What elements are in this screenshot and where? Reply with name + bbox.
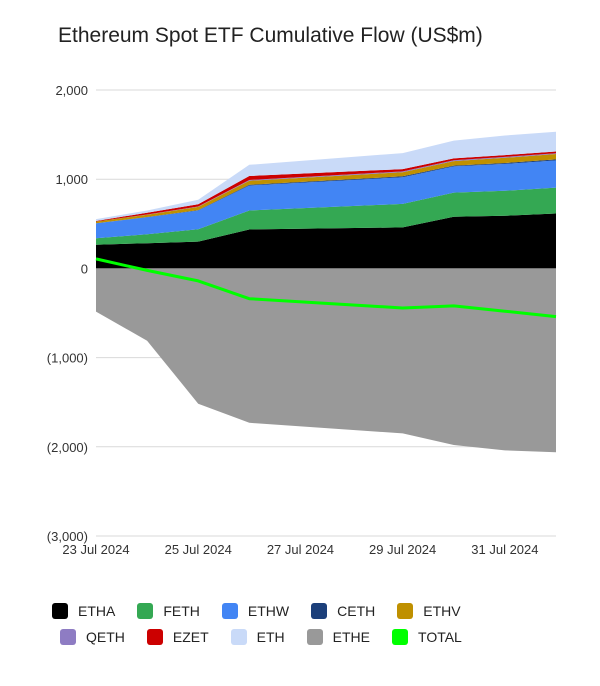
y-tick-label: (1,000) [47,351,88,366]
legend-item-eth: ETH [230,629,285,645]
legend-label: ETHA [78,603,116,619]
legend-swatch [137,603,154,619]
x-tick-label: 23 Jul 2024 [62,542,129,557]
x-tick-label: 29 Jul 2024 [369,542,436,557]
legend-label: ETHE [332,629,371,645]
legend-label: ETHV [423,603,461,619]
area-feth [96,187,556,245]
legend: ETHA FETH ETHW CETH ETHV QETH EZET ETH ETHE TOTA… [52,598,572,650]
area-ethv [96,154,556,224]
area-series [96,131,556,453]
legend-swatch [397,603,414,619]
legend-label: ETHW [247,603,290,619]
y-tick-label: 2,000 [55,83,88,98]
axes: 2,000 1,000 0 (1,000) (2,000) (3,000)23 Jul 2… [47,83,539,557]
chart-title: Ethereum Spot ETF Cumulative Flow (US$m) [58,24,483,47]
x-tick-label: 31 Jul 2024 [471,542,538,557]
legend-row: QETH EZET ETH ETHE TOTAL [52,624,572,650]
chart-area: 2,000 1,000 0 (1,000) (2,000) (3,000)23 Jul 2… [47,83,557,557]
total-line [95,257,557,319]
legend-item-ethv: ETHV [397,603,461,619]
area-ethw [96,160,556,239]
legend-item-etha: ETHA [52,603,115,619]
y-tick-label: 1,000 [55,172,88,187]
legend-swatch [230,629,247,645]
legend-swatch [60,629,76,645]
legend-item-ethw: ETHW [221,603,290,619]
legend-label: ETH [256,629,285,645]
legend-swatch [306,629,323,645]
legend-label: QETH [86,629,125,645]
legend-item-total: TOTAL [392,629,462,645]
x-tick-label: 27 Jul 2024 [267,542,334,557]
area-ethe [96,268,556,453]
area-eth [96,131,556,221]
y-tick-label: (2,000) [47,440,88,455]
legend-swatch [146,629,163,645]
legend-item-ethe: ETHE [306,629,371,645]
y-tick-label: 0 [81,261,88,276]
legend-label: EZET [172,629,209,645]
legend-item-ceth: CETH [311,603,375,619]
legend-item-feth: FETH [137,603,200,619]
legend-label: CETH [337,603,376,619]
area-ezet [96,151,556,222]
legend-row: ETHA FETH ETHW CETH ETHV [52,598,572,624]
y-tick-label: (3,000) [47,529,88,544]
legend-label: FETH [163,603,200,619]
legend-swatch [392,629,409,645]
line-total [95,257,557,319]
legend-item-qeth: QETH [60,629,125,645]
legend-swatch [52,603,68,619]
x-tick-label: 25 Jul 2024 [165,542,232,557]
legend-swatch [311,603,328,619]
legend-item-ezet: EZET [146,629,209,645]
legend-label: TOTAL [418,629,462,645]
legend-swatch [221,603,238,619]
area-etha [96,213,556,269]
